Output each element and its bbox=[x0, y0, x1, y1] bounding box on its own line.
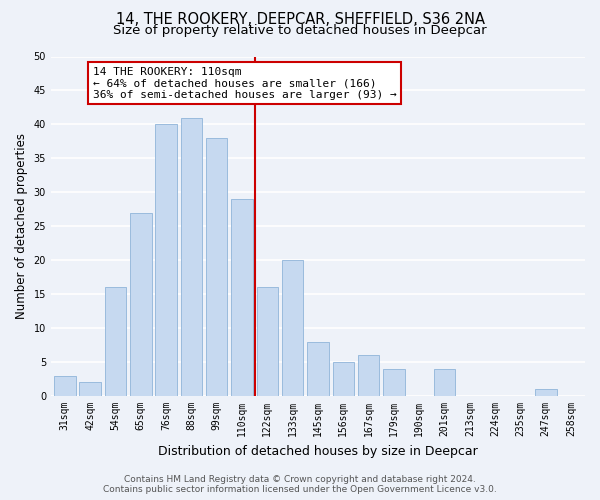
Bar bbox=[282, 260, 304, 396]
Text: 14 THE ROOKERY: 110sqm
← 64% of detached houses are smaller (166)
36% of semi-de: 14 THE ROOKERY: 110sqm ← 64% of detached… bbox=[92, 66, 397, 100]
Bar bbox=[105, 288, 126, 396]
Bar bbox=[206, 138, 227, 396]
Bar bbox=[79, 382, 101, 396]
Y-axis label: Number of detached properties: Number of detached properties bbox=[15, 134, 28, 320]
Bar bbox=[231, 199, 253, 396]
Bar bbox=[307, 342, 329, 396]
Bar bbox=[535, 390, 557, 396]
Bar bbox=[383, 369, 404, 396]
Text: 14, THE ROOKERY, DEEPCAR, SHEFFIELD, S36 2NA: 14, THE ROOKERY, DEEPCAR, SHEFFIELD, S36… bbox=[115, 12, 485, 28]
Bar bbox=[130, 212, 152, 396]
Bar bbox=[155, 124, 177, 396]
Bar bbox=[358, 356, 379, 396]
Text: Contains HM Land Registry data © Crown copyright and database right 2024.
Contai: Contains HM Land Registry data © Crown c… bbox=[103, 474, 497, 494]
Bar bbox=[54, 376, 76, 396]
Bar bbox=[434, 369, 455, 396]
Bar bbox=[332, 362, 354, 396]
X-axis label: Distribution of detached houses by size in Deepcar: Distribution of detached houses by size … bbox=[158, 444, 478, 458]
Text: Size of property relative to detached houses in Deepcar: Size of property relative to detached ho… bbox=[113, 24, 487, 37]
Bar bbox=[181, 118, 202, 396]
Bar bbox=[257, 288, 278, 396]
